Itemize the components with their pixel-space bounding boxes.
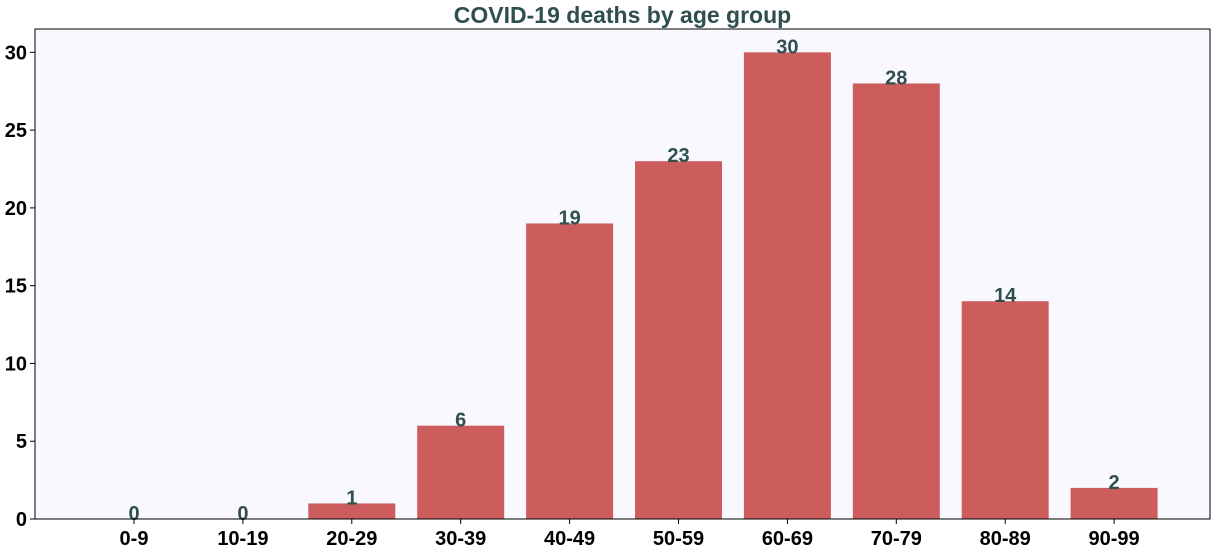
x-tick-label-70-79: 70-79 [871,528,922,550]
bar-90-99 [1070,487,1158,519]
y-tick-label-15: 15 [5,276,27,298]
x-tick-label-0-9: 0-9 [120,528,149,550]
bar-30-39 [417,425,505,519]
y-tick-label-30: 30 [5,42,27,64]
bar-60-69 [743,52,831,519]
data-label-70-79: 28 [885,67,907,89]
data-label-30-39: 6 [455,410,466,432]
data-label-50-59: 23 [667,145,689,167]
x-tick-label-10-19: 10-19 [217,528,268,550]
x-tick-label-90-99: 90-99 [1089,528,1140,550]
y-axis: 0 5 10 15 20 25 30 [5,42,35,531]
data-label-90-99: 2 [1109,472,1120,494]
bar-50-59 [635,161,722,519]
bars-layer [308,52,1158,519]
y-tick-label-25: 25 [5,120,27,142]
x-tick-label-60-69: 60-69 [762,528,813,550]
y-tick-label-10: 10 [5,353,27,375]
x-tick-label-20-29: 20-29 [326,528,377,550]
x-tick-label-80-89: 80-89 [980,528,1031,550]
x-tick-label-50-59: 50-59 [653,528,704,550]
data-label-20-29: 1 [346,487,357,509]
data-label-60-69: 30 [776,36,798,58]
bar-70-79 [852,83,940,519]
data-label-40-49: 19 [558,207,580,229]
y-tick-label-0: 0 [16,509,27,531]
data-label-10-19: 0 [237,503,248,525]
x-axis: 0-9 10-19 20-29 30-39 40-49 50-59 60-69 70-79 80… [120,519,1140,550]
bar-20-29 [308,503,396,519]
data-labels-layer: 0 0 1 6 19 23 30 28 14 2 [128,36,1119,525]
data-label-80-89: 14 [994,285,1017,307]
x-tick-label-40-49: 40-49 [544,528,595,550]
bar-80-89 [961,301,1049,519]
x-tick-label-30-39: 30-39 [435,528,486,550]
plot-frame [34,28,1211,520]
chart-title: COVID-19 deaths by age group [454,2,791,28]
y-tick-label-5: 5 [16,431,27,453]
data-label-0-9: 0 [128,503,139,525]
bar-40-49 [526,223,614,519]
y-tick-label-20: 20 [5,198,27,220]
